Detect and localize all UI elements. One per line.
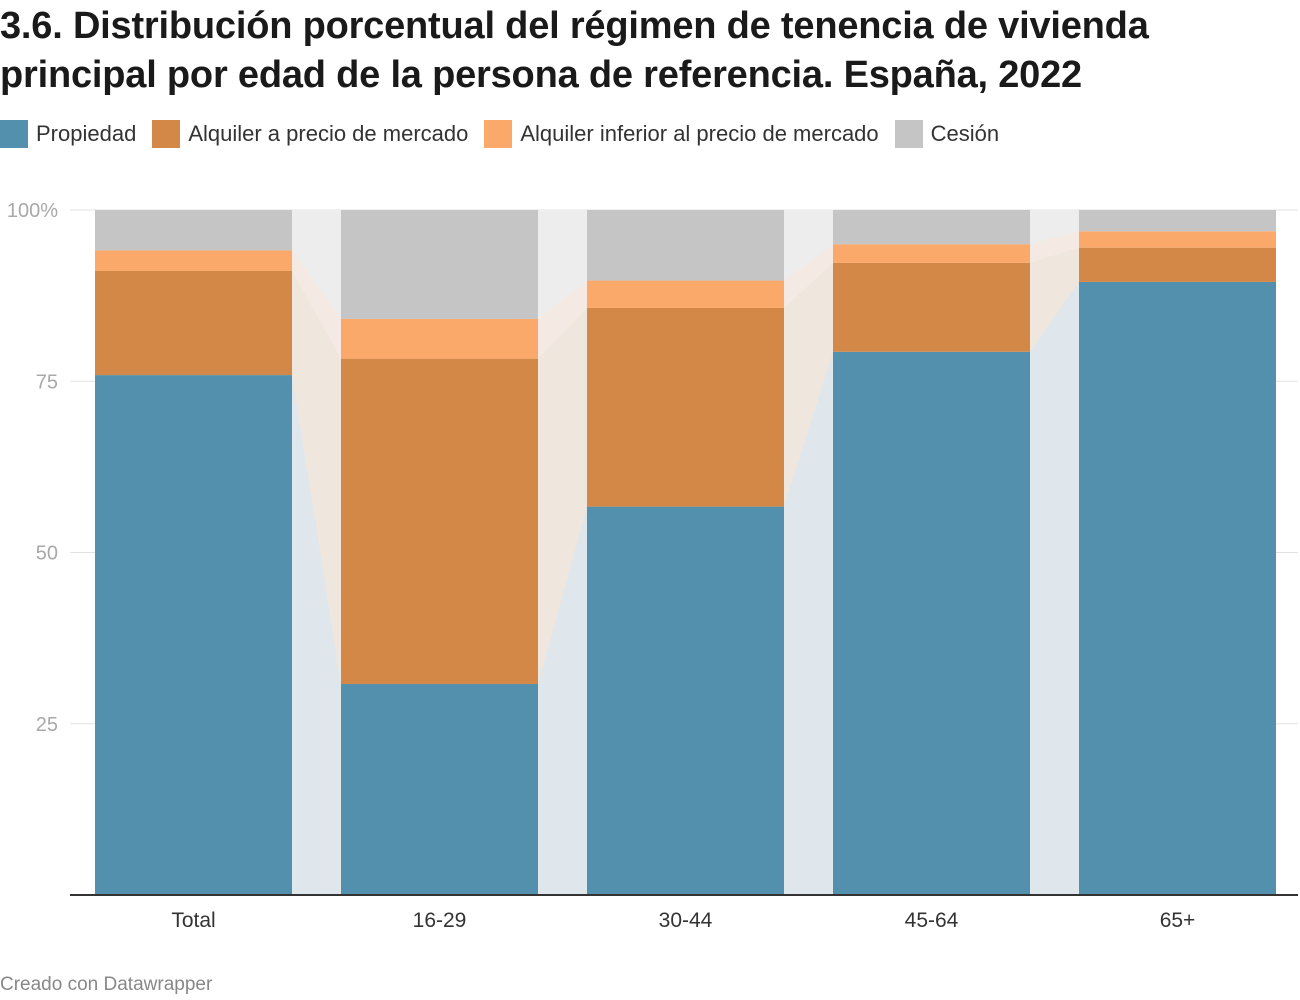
bar-segment xyxy=(95,375,292,895)
connector-area xyxy=(292,210,341,319)
legend-label-alquiler-mercado: Alquiler a precio de mercado xyxy=(188,121,469,146)
chart-title: 3.6. Distribución porcentual del régimen… xyxy=(0,5,1149,96)
connector-area xyxy=(1030,231,1079,263)
bar-segment xyxy=(1079,247,1276,282)
legend-label-propiedad: Propiedad xyxy=(36,121,137,146)
legend-item-propiedad: Propiedad xyxy=(0,120,136,148)
bar-segment xyxy=(341,358,538,685)
connector-area xyxy=(538,307,587,685)
bar-segment xyxy=(341,684,538,895)
connector-area xyxy=(784,351,833,895)
legend-swatch-alquiler-mercado xyxy=(152,120,181,148)
connector-area xyxy=(538,506,587,895)
x-category-label: Total xyxy=(171,909,215,932)
legend: Propiedad Alquiler a precio de mercado A… xyxy=(0,120,1015,148)
legend-item-alquiler-inferior: Alquiler inferior al precio de mercado xyxy=(484,120,879,148)
connector-area xyxy=(784,244,833,308)
bar-segment xyxy=(341,210,538,319)
legend-item-alquiler-mercado: Alquiler a precio de mercado xyxy=(152,120,468,148)
legend-swatch-propiedad xyxy=(0,120,28,148)
connector-area xyxy=(292,270,341,685)
bar-segment xyxy=(833,244,1030,263)
y-tick-label: 100% xyxy=(7,200,58,222)
connector-area xyxy=(784,262,833,507)
y-tick-label: 50 xyxy=(36,543,58,565)
legend-label-cesion: Cesión xyxy=(930,121,1000,146)
bar-segment xyxy=(95,210,292,251)
connector-area xyxy=(1030,210,1079,245)
x-category-label: 16-29 xyxy=(413,909,467,932)
stacked-bar-chart: 100% 75 50 25 Total 16-29 30-44 45-64 65+ xyxy=(7,200,1298,932)
bar-segment xyxy=(833,262,1030,352)
connector-area xyxy=(538,280,587,359)
bar-segment xyxy=(95,250,292,271)
connector-area xyxy=(292,375,341,895)
x-category-label: 45-64 xyxy=(905,909,959,932)
footer-credit[interactable]: Creado con Datawrapper xyxy=(0,974,213,995)
bar-segment xyxy=(587,307,784,507)
connector-area xyxy=(292,250,341,359)
bar-segment xyxy=(1079,210,1276,232)
bar-segment xyxy=(587,506,784,895)
y-tick-label: 75 xyxy=(36,371,58,393)
legend-swatch-alquiler-inferior xyxy=(484,120,513,148)
bar-segment xyxy=(1079,281,1276,895)
legend-swatch-cesion xyxy=(894,120,923,148)
connector-area xyxy=(784,210,833,281)
legend-label-alquiler-inferior: Alquiler inferior al precio de mercado xyxy=(520,121,879,146)
bar-segment xyxy=(587,280,784,308)
bar-segment xyxy=(833,351,1030,895)
bar-segment xyxy=(833,210,1030,245)
bar-segment xyxy=(587,210,784,281)
bar-segment xyxy=(341,318,538,359)
bar-segment xyxy=(95,270,292,376)
connector-area xyxy=(538,210,587,319)
connector-area xyxy=(1030,281,1079,895)
x-category-label: 30-44 xyxy=(659,909,713,932)
connector-area xyxy=(1030,247,1079,352)
bar-segment xyxy=(1079,231,1276,248)
y-tick-label: 25 xyxy=(36,714,58,736)
x-category-label: 65+ xyxy=(1160,909,1196,932)
legend-item-cesion: Cesión xyxy=(894,120,1000,148)
